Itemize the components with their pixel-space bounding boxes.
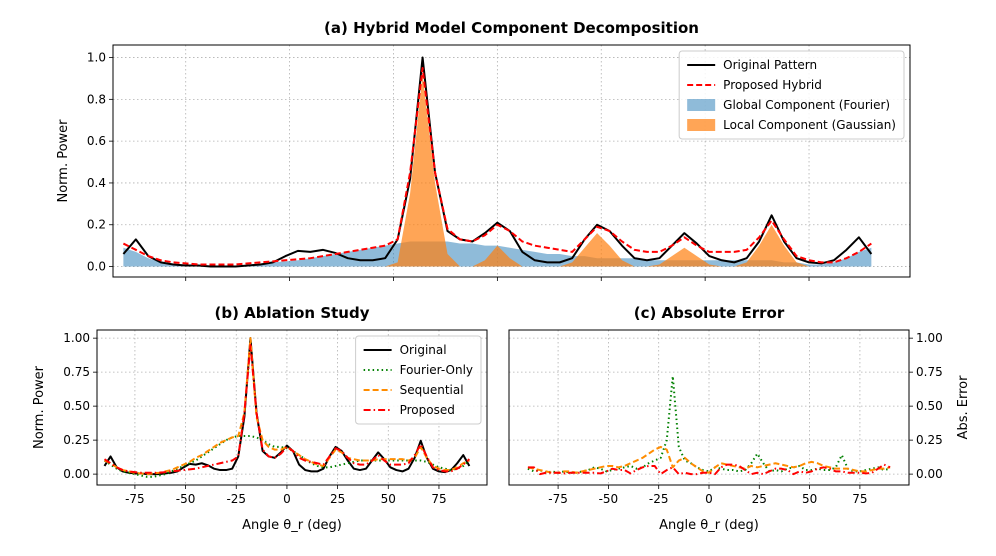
axes-frame: [96, 329, 488, 486]
line: [527, 445, 891, 474]
x-tick-label: -25: [649, 492, 669, 506]
y-tick-label: 0.25: [63, 433, 90, 447]
line: [103, 343, 471, 474]
panel: -75 -50 -25 0 25 50 75 0.00 0.25 0.50 0.75 1.00 (b) …: [32, 304, 488, 533]
y-tick-label: 0.6: [87, 134, 106, 148]
legend-swatch: [687, 99, 716, 111]
legend: Original Fourier-Only Sequential Proposed: [355, 335, 482, 425]
legend-label: Sequential: [400, 383, 464, 397]
axes-frame: [508, 329, 910, 486]
legend-label: Local Component (Gaussian): [723, 118, 896, 132]
y-tick-label: 0.00: [916, 467, 943, 481]
y-tick-label: 0.75: [916, 365, 943, 379]
line: [122, 66, 872, 266]
legend-label: Proposed: [400, 403, 455, 417]
y-tick-label: 0.25: [916, 433, 943, 447]
x-tick-label: -25: [226, 492, 246, 506]
x-tick-label: -75: [548, 492, 568, 506]
axes-frame: [112, 44, 911, 278]
legend-label: Proposed Hybrid: [723, 78, 822, 92]
line: [527, 463, 891, 476]
x-tick-label: 50: [381, 492, 396, 506]
y-tick-label: 0.0: [87, 260, 106, 274]
legend-label: Global Component (Fourier): [723, 98, 890, 112]
y-tick-label: 1.00: [916, 331, 943, 345]
x-tick-label: 0: [283, 492, 291, 506]
x-tick-label: -50: [599, 492, 619, 506]
line: [103, 337, 471, 476]
line: [122, 56, 873, 268]
panel-title: (b) Ablation Study: [215, 304, 370, 322]
y-tick-label: 1.0: [87, 51, 106, 65]
x-tick-label: 75: [431, 492, 446, 506]
legend: Original Pattern Proposed Hybrid Global Co…: [678, 50, 905, 140]
panel-title: (a) Hybrid Model Component Decomposition: [324, 19, 699, 37]
x-axis-label: Angle θ_r (deg): [242, 518, 342, 533]
y-tick-label: 0.50: [63, 399, 90, 413]
x-tick-label: 75: [852, 492, 867, 506]
legend-label: Fourier-Only: [400, 363, 473, 377]
y-axis-label: Norm. Power: [56, 119, 71, 203]
panel: 0.0 0.2 0.4 0.6 0.8 1.0 (a) Hybrid Model Compo…: [56, 19, 911, 281]
y-tick-label: 0.2: [87, 218, 106, 232]
line: [527, 375, 891, 474]
panel-title: (c) Absolute Error: [634, 304, 785, 322]
x-tick-label: 0: [705, 492, 713, 506]
y-tick-label: 0.50: [916, 399, 943, 413]
y-axis-label: Norm. Power: [32, 365, 47, 449]
legend-frame: [355, 335, 482, 425]
x-tick-label: 25: [330, 492, 345, 506]
y-tick-label: 0.4: [87, 176, 106, 190]
panel: -75 -50 -25 0 25 50 75 0.00 0.25 0.50 0.75 1.00 (c) …: [508, 304, 971, 533]
y-tick-label: 1.00: [63, 331, 90, 345]
x-tick-label: 50: [802, 492, 817, 506]
legend-label: Original: [400, 343, 447, 357]
x-axis-label: Angle θ_r (deg): [659, 518, 759, 533]
y-axis-label: Abs. Error: [956, 375, 971, 440]
y-tick-label: 0.75: [63, 365, 90, 379]
legend-label: Original Pattern: [723, 58, 817, 72]
legend-swatch: [687, 119, 716, 131]
legend-frame: [678, 50, 905, 140]
x-tick-label: -50: [176, 492, 196, 506]
x-tick-label: -75: [125, 492, 145, 506]
y-tick-label: 0.00: [63, 467, 90, 481]
x-tick-label: 25: [752, 492, 767, 506]
y-tick-label: 0.8: [87, 92, 106, 106]
